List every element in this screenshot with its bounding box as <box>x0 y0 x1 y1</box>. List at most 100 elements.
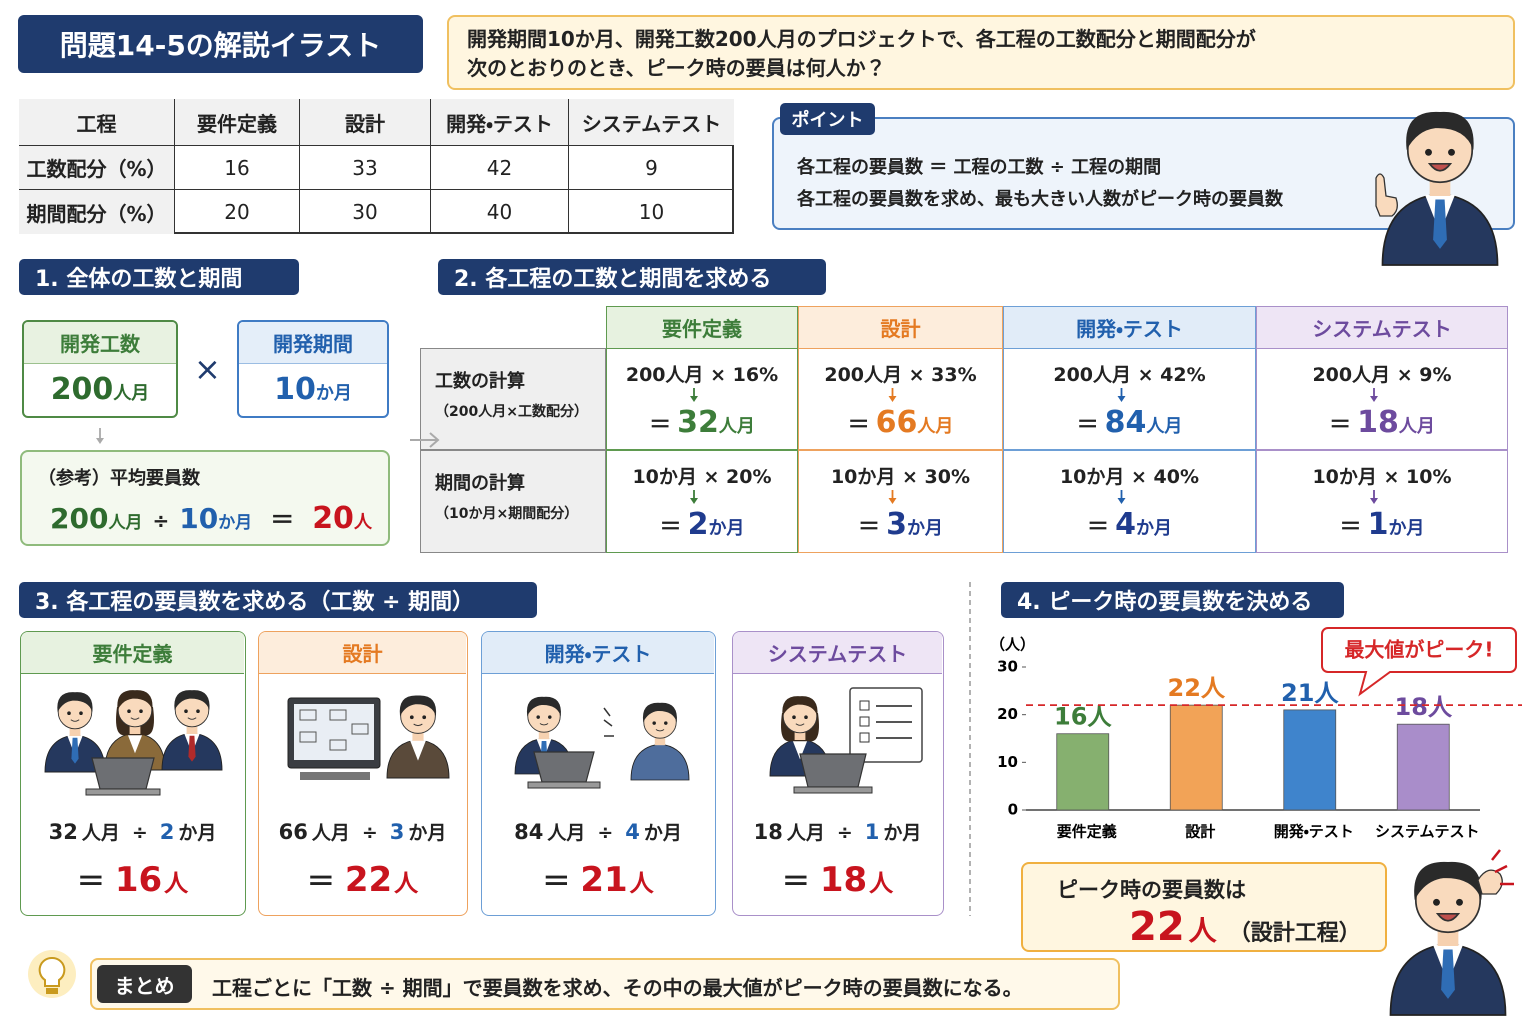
times-sign: × <box>194 350 221 388</box>
calc-result-unit: か月 <box>708 518 745 539</box>
staff-result: 18 <box>819 860 868 900</box>
arrow-head <box>96 438 104 444</box>
staff-period: 4 <box>625 820 640 844</box>
eye <box>1433 898 1440 906</box>
effort-unit: 人月 <box>113 383 150 404</box>
calc-result-number: 4 <box>1115 507 1136 542</box>
table-cell: 開発・テスト <box>431 99 569 146</box>
calc-result: ＝ 18 人月 <box>1257 405 1507 445</box>
staff-period: 2 <box>159 820 175 844</box>
ref-result: 20 <box>312 501 354 536</box>
staff-eq: ＝ <box>781 865 810 898</box>
calc-expr-text: 10か月 × 10% <box>1312 465 1452 488</box>
ref-b-unit: か月 <box>218 513 253 533</box>
calc-expr-text: 200人月 × 33% <box>824 363 977 386</box>
calc-result: ＝ 2 か月 <box>607 507 797 547</box>
calc-expr-text: 10か月 × 30% <box>830 465 971 488</box>
staff-op: ÷ <box>361 822 378 844</box>
calc-result-unit: 人月 <box>1398 416 1435 437</box>
staff-expr: 32 人月 ÷ 2 か月 <box>21 818 244 848</box>
staff-op: ÷ <box>131 822 148 844</box>
calc-expr: 10か月 × 40% <box>1004 461 1255 489</box>
calc-row-title: 工数の計算 <box>435 371 525 392</box>
phase-header: 設計 <box>798 306 1003 348</box>
calc-cell: 200人月 × 33% ＝ 66 人月 <box>798 348 1003 450</box>
question-box: 開発期間10か月、開発工数200人月のプロジェクトで、各工程の工数配分と期間配分… <box>447 15 1515 90</box>
cell-text: 20 <box>224 200 250 224</box>
staff-result-unit: 人 <box>164 869 189 897</box>
staff-card-name: 設計 <box>342 642 383 666</box>
shirt <box>1433 944 1463 983</box>
cell-text: 16 <box>224 155 250 180</box>
cell-text: 工数配分（%） <box>26 157 167 181</box>
calc-eq: ＝ <box>1329 413 1352 438</box>
hair <box>1414 861 1482 900</box>
table-cell: 30 <box>300 190 431 234</box>
staff-effort-unit: 人月 <box>786 822 825 844</box>
x-tick-label: システムテスト <box>1375 823 1480 841</box>
cell-text: 30 <box>352 200 378 224</box>
calc-result-number: 3 <box>886 507 907 542</box>
staff-effort-unit: 人月 <box>547 822 586 844</box>
period-unit: か月 <box>315 383 352 404</box>
y-tick-label: 30 <box>997 658 1018 676</box>
staff-period-unit: か月 <box>883 822 922 844</box>
cell-text: 42 <box>486 155 513 180</box>
conclusion-text: ピーク時の要員数は <box>1057 878 1246 902</box>
calc-expr-text: 10か月 × 40% <box>1059 465 1200 488</box>
section-heading: 1. 全体の工数と期間 <box>19 259 299 295</box>
phase-header: 開発・テスト <box>1003 306 1256 348</box>
table-cell: 40 <box>431 190 569 234</box>
point-label: ポイント <box>780 103 875 135</box>
calc-cell: 10か月 × 10% ＝ 1 か月 <box>1256 450 1508 553</box>
staff-card: 要件定義 32 人月 ÷ 2 か月 ＝ 16 人 <box>20 631 246 916</box>
staff-card-header: システムテスト <box>733 632 942 674</box>
section-heading-text: 4. ピーク時の要員数を決める <box>1017 590 1313 615</box>
point-line: 各工程の要員数 ＝ 工程の工数 ÷ 工程の期間 <box>797 157 1162 178</box>
tie <box>1441 949 1455 999</box>
calc-expr: 200人月 × 33% <box>799 359 1002 387</box>
calc-result: ＝ 32 人月 <box>607 405 797 445</box>
calc-cell: 10か月 × 40% ＝ 4 か月 <box>1003 450 1256 553</box>
staff-card-name: システムテスト <box>767 642 908 666</box>
staff-result-unit: 人 <box>869 869 894 897</box>
staff-period: 1 <box>864 820 880 844</box>
table-cell: システムテスト <box>569 99 734 146</box>
cell-text: 期間配分（%） <box>26 201 167 226</box>
phase-header: システムテスト <box>1256 306 1508 348</box>
calc-result-unit: か月 <box>1388 518 1425 539</box>
period-label: 開発期間 <box>239 322 387 364</box>
effort-label-text: 開発工数 <box>60 332 140 356</box>
period-value: 10 か月 <box>239 364 387 416</box>
head <box>1414 866 1482 934</box>
staff-op: ÷ <box>836 822 853 844</box>
calc-result-unit: 人月 <box>917 416 954 437</box>
y-axis-label: （人） <box>990 636 1035 654</box>
calc-eq: ＝ <box>858 515 881 540</box>
staff-card-header: 開発・テスト <box>482 632 714 674</box>
reference-box: （参考）平均要員数 200 人月 ÷ 10 か月 ＝ 20 人 <box>20 450 390 546</box>
summary-text: 工程ごとに「工数 ÷ 期間」で要員数を求め、その中の最大値がピーク時の要員数にな… <box>212 976 1023 1000</box>
calc-eq: ＝ <box>1087 515 1110 540</box>
emphasis-line <box>1494 864 1508 874</box>
cell-text: 9 <box>645 155 658 180</box>
title-box: 問題14-5の解説イラスト <box>18 15 423 73</box>
calc-eq: ＝ <box>1076 413 1099 438</box>
cell-text: システムテスト <box>581 111 722 136</box>
calc-row-title: 期間の計算 <box>435 473 525 494</box>
calc-cell: 200人月 × 42% ＝ 84 人月 <box>1003 348 1256 450</box>
summary-label-text: まとめ <box>114 973 175 998</box>
conclusion-value: 22 <box>1129 904 1185 950</box>
staff-card-name: 要件定義 <box>92 642 173 666</box>
calc-result: ＝ 4 か月 <box>1004 507 1255 547</box>
section-heading: 2. 各工程の工数と期間を求める <box>438 259 826 295</box>
period-box: 開発期間 10 か月 <box>237 320 389 418</box>
conclusion-answer: 22 人 （設計工程） <box>1129 904 1361 950</box>
cell-text: 開発・テスト <box>446 111 553 136</box>
conclusion-note: （設計工程） <box>1228 921 1361 946</box>
x-tick-label: 設計 <box>1185 823 1215 841</box>
calc-result-unit: か月 <box>1135 518 1172 539</box>
calc-result-number: 66 <box>875 405 918 440</box>
staff-card: 開発・テスト 84 人月 ÷ 4 か月 ＝ 21 人 <box>481 631 716 916</box>
calc-row-label: 工数の計算 （200人月×工数配分） <box>420 348 606 450</box>
